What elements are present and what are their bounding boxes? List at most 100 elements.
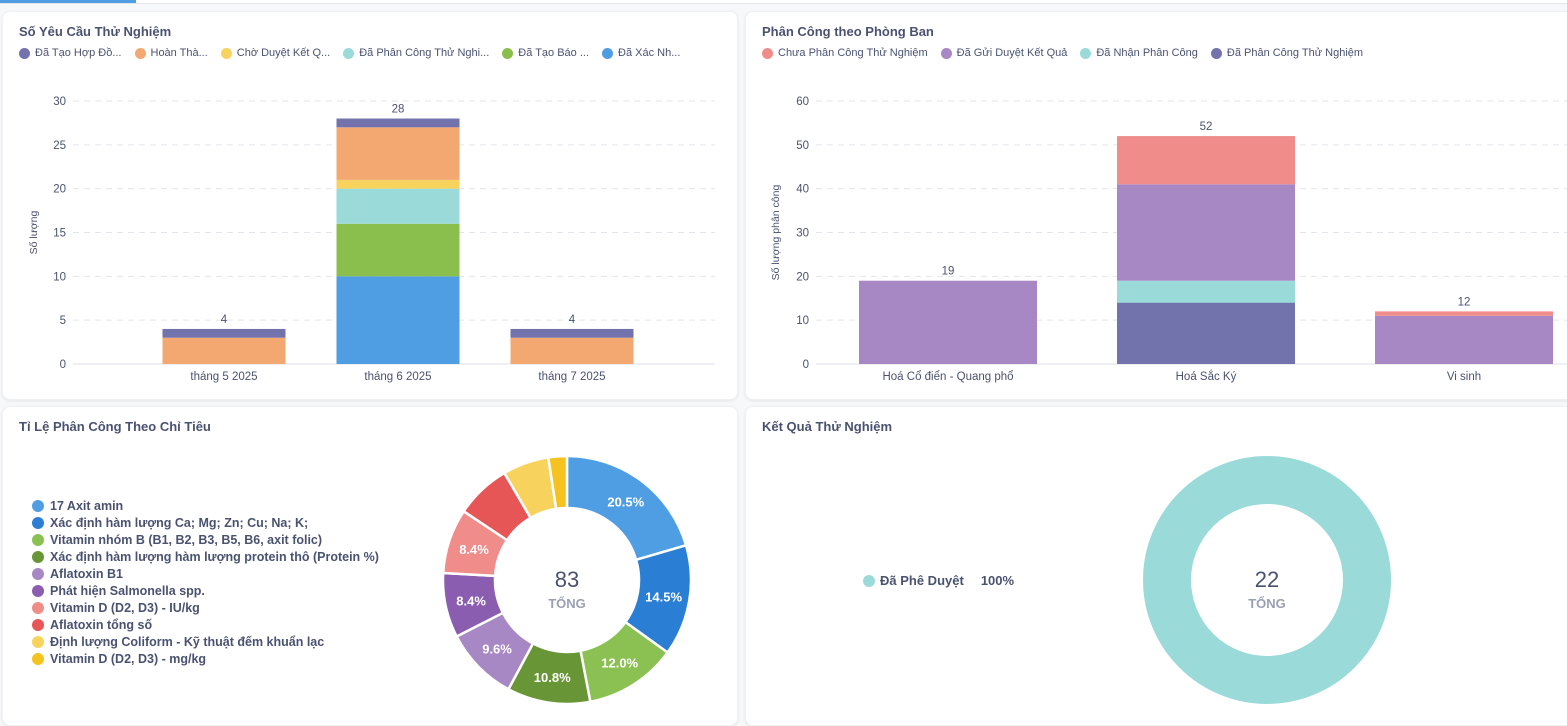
legend-item-da-phan-cong-thu-nghi[interactable]: Đã Phân Công Thử Nghi... — [343, 47, 489, 59]
slice-percent-label: 10.8% — [534, 670, 571, 685]
departments-bar-chart: 0 10 20 30 40 50 60 Số lượng phân công 19 Hoá Cổ … — [770, 96, 1567, 383]
bar-segment-da-gui-duyet-ket-qua[interactable] — [1375, 315, 1553, 364]
donut-center-value: 22 — [1255, 567, 1279, 592]
bar-segment-da-tao-hop-do[interactable] — [510, 328, 634, 338]
legend-swatch — [762, 47, 773, 59]
legend-item[interactable]: Xác định hàm lượng Ca; Mg; Zn; Cu; Na; K… — [32, 514, 379, 531]
bar-total-label: 12 — [1458, 296, 1471, 308]
legend-item[interactable]: Aflatoxin tổng số — [32, 616, 379, 633]
legend-item-da-gui-duyet-ket-qua[interactable]: Đã Gửi Duyệt Kết Quả — [940, 47, 1067, 59]
y-tick-label: 20 — [796, 271, 809, 283]
legend-label: Đã Tạo Hợp Đồ... — [35, 47, 122, 59]
legend-label: Chưa Phân Công Thử Nghiệm — [778, 47, 928, 59]
legend-item-da-tao-hop-do[interactable]: Đã Tạo Hợp Đồ... — [19, 47, 122, 59]
chart-legend: Chưa Phân Công Thử Nghiệm Đã Gửi Duyệt Kế… — [762, 47, 1376, 59]
bar-segment-da-phan-cong-thu-nghiem[interactable] — [1117, 302, 1295, 364]
y-tick-label: 5 — [60, 315, 66, 327]
donut-slice-vitamin-d-d2-d3-mg-kg[interactable] — [546, 454, 569, 511]
bar-segment-da-gui-duyet-ket-qua[interactable] — [1117, 184, 1295, 281]
legend-swatch — [863, 574, 875, 587]
results-donut-chart: 22 TỔNG — [1143, 456, 1391, 704]
legend-label: Vitamin nhóm B (B1, B2, B3, B5, B6, axit… — [50, 532, 323, 547]
legend-item[interactable]: Vitamin nhóm B (B1, B2, B3, B5, B6, axit… — [32, 531, 379, 548]
bar-segment-da-gui-duyet-ket-qua[interactable] — [859, 280, 1037, 364]
legend-swatch — [19, 47, 30, 59]
bar-segment-da-tao-hop-do[interactable] — [336, 118, 460, 128]
slice-percent-label: 12.0% — [601, 656, 638, 671]
legend-label: Vitamin D (D2, D3) - IU/kg — [50, 600, 200, 615]
legend-item-da-tao-bao[interactable]: Đã Tạo Báo ... — [502, 47, 589, 59]
legend-swatch — [343, 47, 355, 59]
bar-segment-chua-phan-cong-thu-nghiem[interactable] — [1117, 136, 1295, 185]
bar-segment-da-phan-cong-thu-nghi[interactable] — [336, 188, 460, 224]
indicators-chart-panel: Tỉ Lệ Phân Công Theo Chỉ Tiêu 17 Axit am… — [2, 406, 738, 726]
legend-label: Aflatoxin B1 — [50, 566, 123, 581]
legend-item[interactable]: 17 Axit amin — [32, 497, 379, 514]
legend-item-da-phan-cong-thu-nghiem[interactable]: Đã Phân Công Thử Nghiệm — [1210, 47, 1363, 59]
legend-swatch — [32, 652, 44, 665]
chart-legend: Đã Tạo Hợp Đồ... Hoàn Thà... Chờ Duyệt Kết… — [19, 47, 693, 59]
legend-label: Đã Phân Công Thử Nghi... — [359, 47, 490, 59]
bar-segment-da-tao-hop-do[interactable] — [162, 328, 286, 338]
y-tick-label: 0 — [60, 359, 66, 371]
legend-item[interactable]: Phát hiện Salmonella spp. — [32, 582, 379, 599]
bar-segment-da-xac-nh[interactable] — [336, 276, 460, 364]
y-tick-label: 0 — [803, 359, 809, 371]
legend-label: Đã Phê Duyệt — [880, 573, 964, 588]
bar-total-label: 4 — [221, 314, 228, 326]
legend-item[interactable]: Vitamin D (D2, D3) - mg/kg — [32, 650, 379, 667]
active-tab-indicator[interactable] — [0, 0, 136, 3]
results-chart-panel: Kết Quả Thử Nghiệm Đã Phê Duyệt 100% 22 TỔ… — [745, 406, 1567, 726]
legend-item[interactable]: Xác định hàm lượng hàm lượng protein thô… — [32, 548, 379, 565]
legend-label: Hoàn Thà... — [150, 47, 208, 59]
slice-percent-label: 8.4% — [456, 593, 486, 608]
legend-swatch — [32, 533, 44, 546]
legend-swatch — [32, 601, 44, 614]
bar-segment-chua-phan-cong-thu-nghiem[interactable] — [1375, 311, 1553, 316]
donut-center-label: TỔNG — [1248, 596, 1286, 611]
x-tick-label: Vi sinh — [1447, 371, 1481, 383]
legend-swatch — [32, 567, 44, 580]
chart-legend[interactable]: Đã Phê Duyệt 100% — [863, 573, 1014, 588]
y-axis-label: Số lượng — [28, 210, 40, 254]
x-tick-label: tháng 5 2025 — [190, 371, 257, 383]
bar-segment-cho-duyet-ket-q[interactable] — [336, 179, 460, 189]
legend-item-chua-phan-cong-thu-nghiem[interactable]: Chưa Phân Công Thử Nghiệm — [762, 47, 928, 59]
y-tick-label: 40 — [796, 184, 809, 196]
donut-slice-da-phe-duyet[interactable] — [1143, 456, 1391, 704]
legend-item-da-xac-nh[interactable]: Đã Xác Nh... — [602, 47, 680, 59]
panel-title: Số Yêu Cầu Thử Nghiệm — [19, 24, 172, 39]
legend-label: Aflatoxin tổng số — [50, 617, 153, 632]
legend-item-da-nhan-phan-cong[interactable]: Đã Nhận Phân Công — [1080, 47, 1198, 59]
panel-title: Kết Quả Thử Nghiệm — [762, 419, 893, 434]
legend-label: Định lượng Coliform - Kỹ thuật đếm khuẩn… — [50, 634, 325, 649]
legend-swatch — [32, 618, 44, 631]
bar-segment-hoan-tha[interactable] — [510, 337, 634, 364]
legend-item-cho-duyet-ket-q[interactable]: Chờ Duyệt Kết Q... — [220, 47, 331, 59]
bar-total-label: 52 — [1200, 121, 1213, 133]
legend-item-hoan-tha[interactable]: Hoàn Thà... — [134, 47, 208, 59]
y-tick-label: 60 — [796, 96, 809, 108]
legend-label: Đã Xác Nh... — [618, 47, 681, 59]
legend-swatch — [502, 47, 514, 59]
bar-segment-hoan-tha[interactable] — [336, 127, 460, 180]
requests-bar-chart: 0 5 10 15 20 25 30 Số lượng 4 tháng 5 2025 28 tháng… — [28, 96, 715, 383]
legend-item[interactable]: Định lượng Coliform - Kỹ thuật đếm khuẩn… — [32, 633, 379, 650]
slice-percent-label: 14.5% — [645, 590, 682, 605]
legend-item[interactable]: Aflatoxin B1 — [32, 565, 379, 582]
legend-item[interactable]: Vitamin D (D2, D3) - IU/kg — [32, 599, 379, 616]
legend-label: 17 Axit amin — [50, 498, 124, 513]
bar-segment-da-nhan-phan-cong[interactable] — [1117, 280, 1295, 303]
legend-label: Xác định hàm lượng Ca; Mg; Zn; Cu; Na; K… — [50, 515, 309, 530]
legend-label: Đã Nhận Phân Công — [1096, 47, 1198, 59]
x-tick-label: Hoá Cổ điển - Quang phổ — [882, 371, 1013, 383]
legend-label: Chờ Duyệt Kết Q... — [236, 47, 331, 59]
bar-segment-da-tao-bao[interactable] — [336, 223, 460, 277]
bar-segment-hoan-tha[interactable] — [162, 337, 286, 364]
legend-swatch — [602, 47, 614, 59]
y-tick-label: 30 — [53, 96, 66, 108]
legend-label: Phát hiện Salmonella spp. — [50, 583, 205, 598]
legend-label: Xác định hàm lượng hàm lượng protein thô… — [50, 549, 379, 564]
y-tick-label: 25 — [53, 140, 66, 152]
slice-percent-label: 9.6% — [482, 642, 512, 657]
